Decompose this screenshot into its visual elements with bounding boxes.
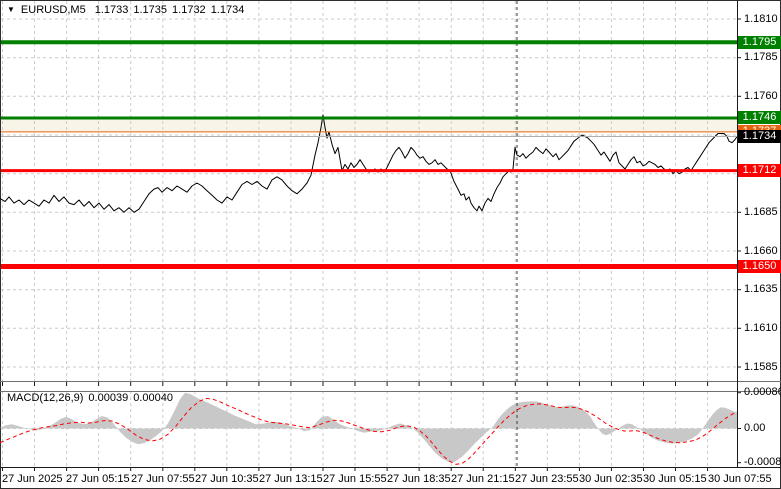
macd-info-bar: MACD(12,26,9) 0.00039 0.00040 <box>7 392 173 404</box>
ohlc-low: 1.1732 <box>172 4 206 16</box>
macd-indicator-label: MACD(12,26,9) <box>7 392 84 404</box>
macd-main-value: 0.00039 <box>88 392 129 404</box>
axis-ticks <box>2 18 741 471</box>
price-line-series <box>0 114 738 213</box>
symbol-name: EURUSD,M5 <box>20 4 86 16</box>
symbol-dropdown-icon[interactable]: ▼ <box>7 5 15 14</box>
ohlc-open: 1.1733 <box>94 4 129 16</box>
resistance-zone <box>1 118 737 132</box>
macd-signal-value: 0.00040 <box>133 392 173 404</box>
ohlc-high: 1.1735 <box>133 4 168 16</box>
macd-histogram <box>0 392 737 463</box>
ohlc-close: 1.1734 <box>210 4 245 16</box>
macd-signal-line <box>0 397 738 465</box>
axis-borders <box>0 0 781 468</box>
panel-divider <box>0 381 781 392</box>
symbol-info-bar: ▼ EURUSD,M5 1.1733 1.1735 1.1732 1.1734 <box>7 4 249 16</box>
